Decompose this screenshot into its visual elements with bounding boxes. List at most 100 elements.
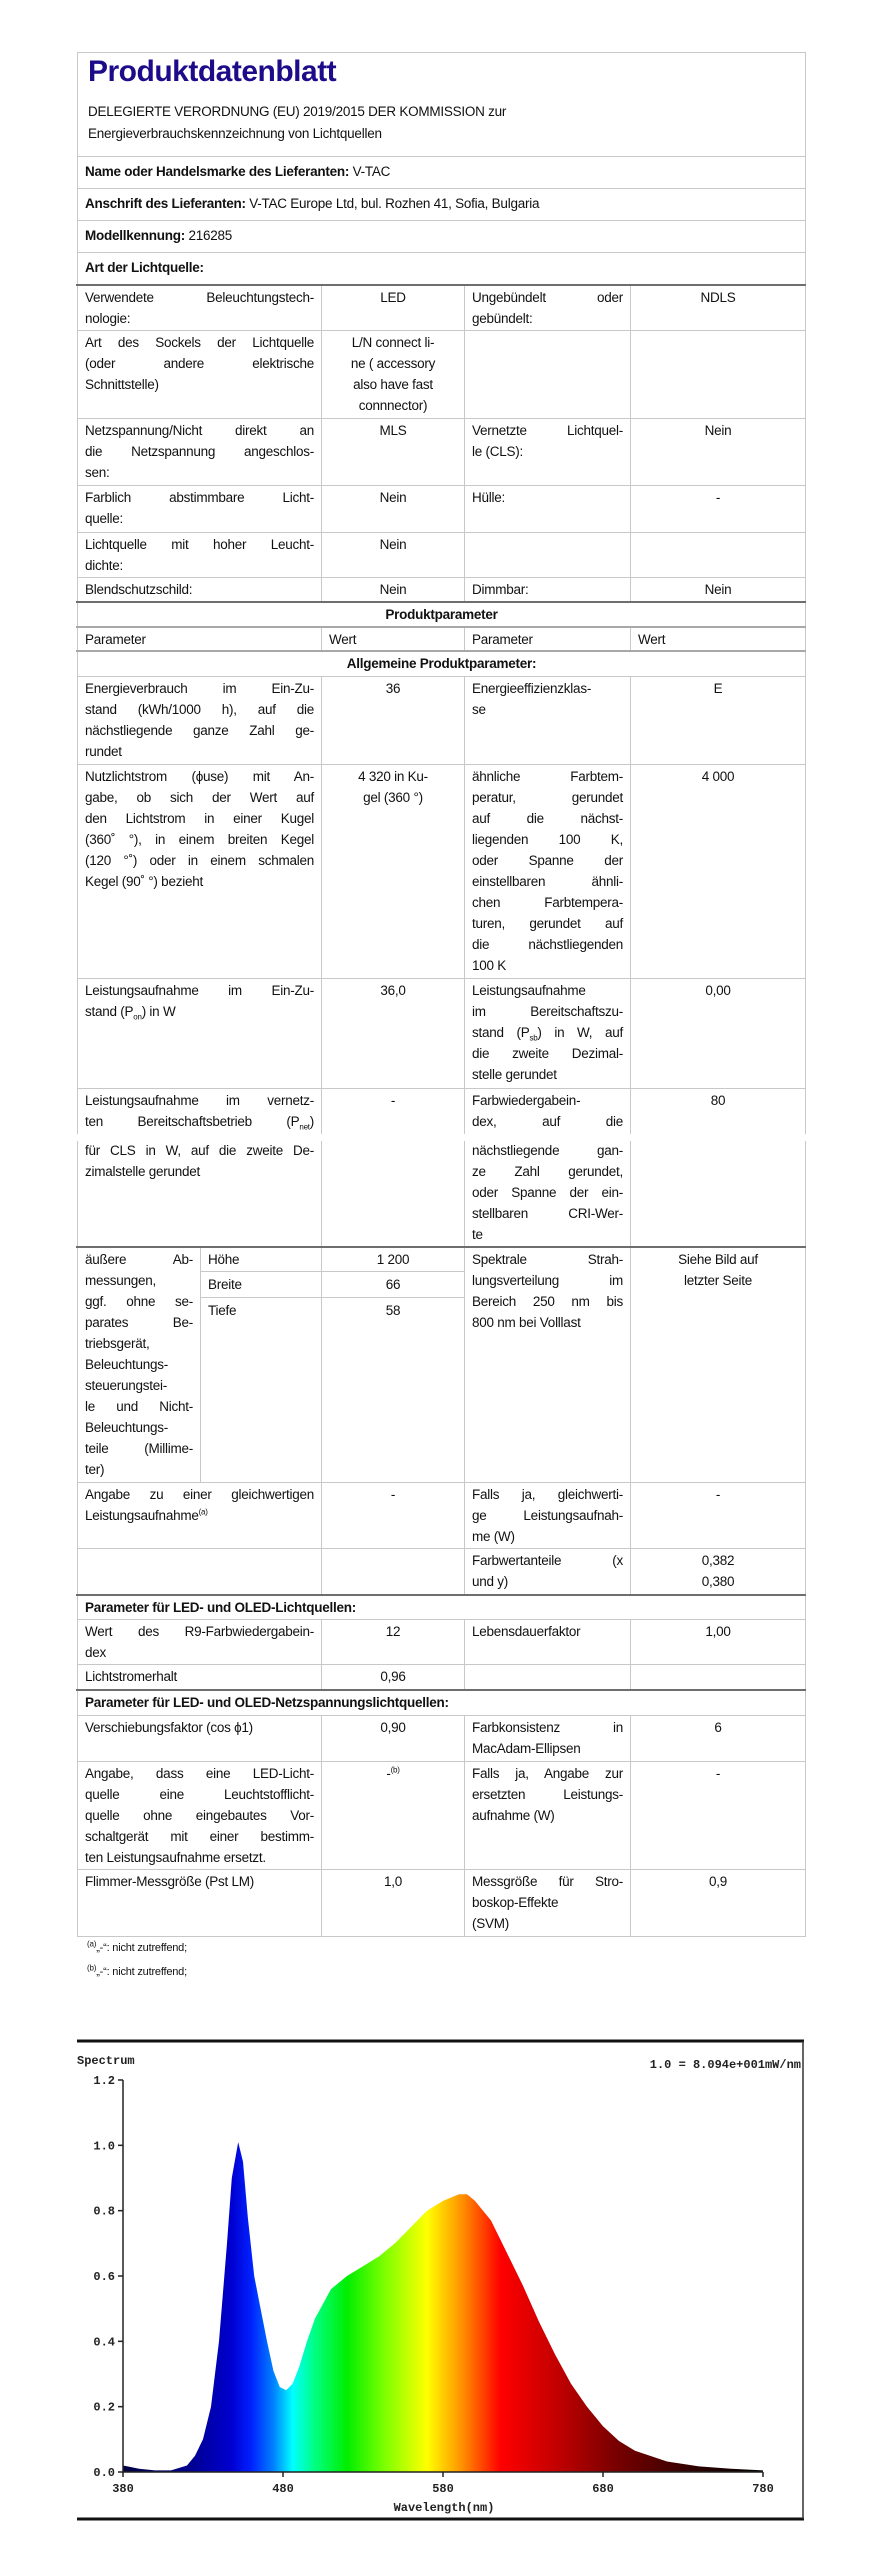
cell-text-line: Wert <box>638 632 666 647</box>
chart-title: Spectrum <box>77 2054 135 2068</box>
cell-text-line: ähnliche Farbtem- <box>472 769 623 784</box>
cell-text-line: Falls ja, Angabe zur <box>472 1766 623 1781</box>
cell-text-line: Nein <box>379 582 407 597</box>
cell-text-line: Spektrale Strah- <box>472 1252 623 1267</box>
cell-text-line: 0,382 <box>701 1553 735 1568</box>
light-source-row-value-2 <box>630 532 806 578</box>
flicker-row-label: Flimmer-Messgröße (Pst LM) <box>77 1869 322 1937</box>
cell-text-line: parates Be- <box>85 1315 193 1330</box>
r9-row-value: 12 <box>321 1619 465 1665</box>
cell-text-line: dex, auf die <box>472 1114 623 1129</box>
cell-text-line: 100 K <box>472 958 507 973</box>
cell-text-line: Leistungsaufnahme(a) <box>85 1505 314 1526</box>
text-segment: - <box>386 1766 391 1781</box>
on-mode-power-row-value-2: 0,00 <box>630 978 806 1089</box>
flicker-row-value-2: 0,9 <box>630 1869 806 1937</box>
cell-text-line: gabe, ob sich der Wert auf <box>85 790 314 805</box>
led-parameters-title: Parameter für LED- und OLED-Lichtquellen… <box>77 1595 806 1620</box>
cell-text-line: triebsgerät, <box>85 1336 150 1351</box>
cell-text-line: Leistungsaufnahme im vernetz- <box>85 1093 314 1108</box>
cell-text-line: für CLS in W, auf die zweite De- <box>85 1143 314 1158</box>
cell-text-line: rundet <box>85 744 122 759</box>
dimensions-label: äußere Ab-messungen, ggf. ohne se-parates… <box>77 1247 201 1483</box>
cell-text-line: aufnahme (W) <box>472 1808 555 1823</box>
cell-text-line: und y) <box>472 1574 509 1589</box>
cell-text-line: liegenden 100 K, <box>472 832 623 847</box>
cell-text-line: MacAdam-Ellipsen <box>472 1741 581 1756</box>
cell-text-line: 1 200 <box>376 1252 410 1267</box>
section-divider <box>76 1594 806 1596</box>
light-source-row-label-2 <box>464 532 631 578</box>
x-tick-label: 380 <box>112 2482 134 2496</box>
cell-text-line: Verschiebungsfaktor (cos ϕ1) <box>85 1720 253 1735</box>
superscript: (a) <box>198 1507 208 1517</box>
section-divider <box>76 601 806 603</box>
cell-text-line: (360˚ °), in einem breiten Kegel <box>85 832 314 847</box>
cell-text-line: ge Leistungsaufnah- <box>472 1508 623 1523</box>
r9-row-value-2: 1,00 <box>630 1619 806 1665</box>
x-tick-label: 580 <box>432 2482 454 2496</box>
cell-text-line: Produktparameter <box>85 604 798 625</box>
cell-text-line: 12 <box>385 1624 401 1639</box>
text-segment: ) <box>309 1114 315 1129</box>
column-header: Wert <box>321 627 465 652</box>
displacement-factor-row-label-2: Farbkonsistenz in MacAdam-Ellipsen <box>464 1715 631 1762</box>
y-tick-label: 1.2 <box>93 2074 115 2088</box>
cell-text-line: auf die nächst- <box>472 811 623 826</box>
cell-text-line: 0,90 <box>380 1720 406 1735</box>
cell-text-line: Parameter für LED- und OLED-Lichtquellen… <box>85 1597 798 1618</box>
cell-text-line: Blendschutzschild: <box>85 582 193 597</box>
cell-text-line: Art des Sockels der Lichtquelle <box>85 335 314 350</box>
cell-text-line: Bereich 250 nm bis <box>472 1294 623 1309</box>
light-source-row-value-2: Nein <box>630 577 806 603</box>
cell-text-line: Nein <box>704 582 732 597</box>
light-source-row-value-2: Nein <box>630 418 806 486</box>
fluorescent-replacement-row-label-2: Falls ja, Angabe zur ersetzten Leistungs-… <box>464 1761 631 1870</box>
regulation-line-2: Energieverbrauchskennzeichnung von Licht… <box>88 126 382 141</box>
cell-text-line: Höhe <box>208 1252 240 1267</box>
cell-text-line: Verwendete Beleuchtungstech- <box>85 290 314 305</box>
text-segment: 216285 <box>185 228 233 243</box>
cell-text-line: Nutzlichtstrom (ϕuse) mit An- <box>85 769 314 784</box>
cell-text-line: quelle eine Leuchtstofflicht- <box>85 1787 314 1802</box>
cell-text-line: quelle ohne eingebautes Vor- <box>85 1808 314 1823</box>
cell-text-line: messungen, <box>85 1273 157 1288</box>
cell-text-line: Breite <box>208 1277 242 1292</box>
cell-text-line: Parameter <box>85 632 146 647</box>
light-source-row-label: Art des Sockels der Lichtquelle (oder and… <box>77 330 322 419</box>
regulation-line-1: DELEGIERTE VERORDNUNG (EU) 2019/2015 DER… <box>88 104 507 119</box>
cell-text-line: den Lichtstrom in einer Kugel <box>85 811 314 826</box>
cell-text-line: Farbwiedergabein- <box>472 1093 581 1108</box>
cell-text-line: schaltgerät mit einer bestimm- <box>85 1829 314 1844</box>
column-header: Parameter <box>464 627 631 652</box>
cell-text-line: Farbkonsistenz in <box>472 1720 623 1735</box>
footnote-a: (a)„-“: nicht zutreffend; <box>87 1940 187 1954</box>
text-segment: stand (P <box>85 1004 134 1019</box>
cell-text-line: Dimmbar: <box>472 582 529 597</box>
cell-text-line: Flimmer-Messgröße (Pst LM) <box>85 1874 255 1889</box>
light-source-row-label-2: Dimmbar: <box>464 577 631 603</box>
flicker-row-value: 1,0 <box>321 1869 465 1937</box>
superscript: (b) <box>390 1765 400 1775</box>
displacement-factor-row-value-2: 6 <box>630 1715 806 1762</box>
cell-text-line: Beleuchtungs- <box>85 1357 169 1372</box>
section-divider <box>76 1689 806 1691</box>
cell-text-line: im Bereitschaftszu- <box>472 1004 623 1019</box>
energy-consumption-row-label: Energieverbrauch im Ein-Zu-stand (kWh/10… <box>77 676 322 765</box>
chromaticity-row-value-2: 0,382 0,380 <box>630 1548 806 1596</box>
cell-text-line: stellbaren CRI-Wer- <box>472 1206 623 1221</box>
cell-text-line: äußere Ab- <box>85 1252 193 1267</box>
energy-consumption-row-label-2: Energieeffizienzklas-se <box>464 676 631 765</box>
cell-text-line: Wert des R9-Farbwiedergabein- <box>85 1624 314 1639</box>
y-tick-label: 0.6 <box>93 2270 115 2284</box>
cell-text-line: 0,9 <box>708 1874 728 1889</box>
cell-text-line: se <box>472 702 486 717</box>
cell-text-line: nologie: <box>85 311 131 326</box>
y-tick-label: 0.0 <box>93 2466 115 2480</box>
cell-text-line: Name oder Handelsmarke des Lieferanten: … <box>85 161 798 182</box>
section-divider <box>76 284 806 286</box>
cell-text-line: ter) <box>85 1462 105 1477</box>
cell-text-line: oder Spanne der ein- <box>472 1185 623 1200</box>
cell-text-line: 1,00 <box>705 1624 731 1639</box>
footnote-mark: (b) <box>87 1963 97 1973</box>
